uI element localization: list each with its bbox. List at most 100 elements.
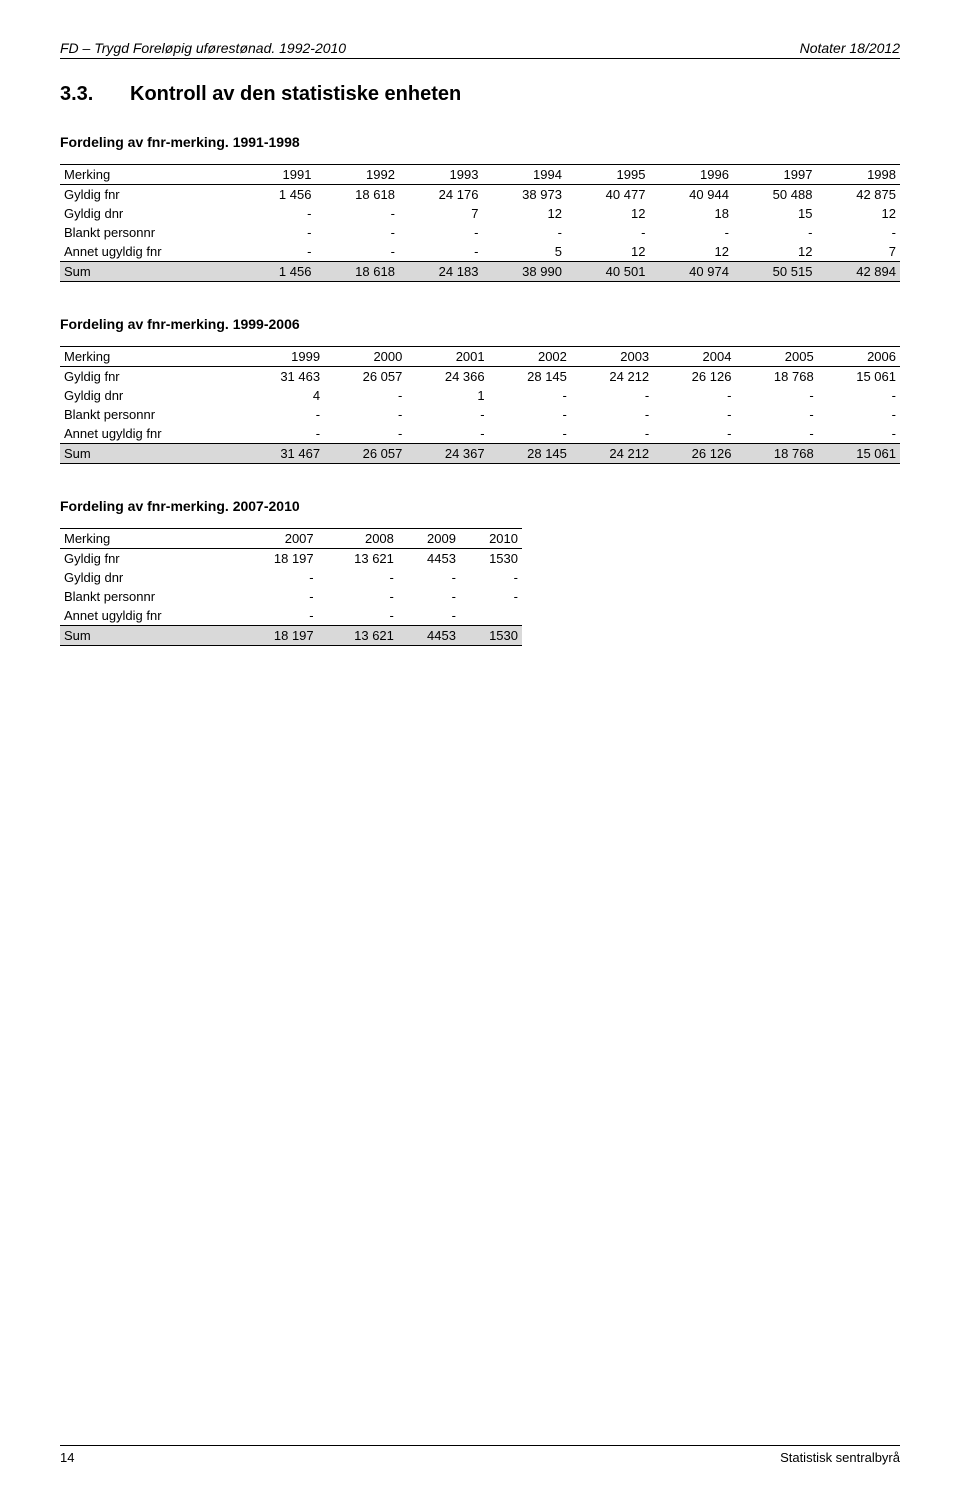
- table-cell: -: [398, 606, 460, 626]
- table-cell: 28 145: [489, 444, 571, 464]
- table-cell: -: [489, 405, 571, 424]
- table-cell: Sum: [60, 262, 245, 282]
- table-cell: -: [242, 405, 324, 424]
- table-cell: -: [460, 587, 522, 606]
- column-header: 2005: [735, 347, 817, 367]
- table-cell: -: [245, 242, 316, 262]
- table-sum-row: Sum31 46726 05724 36728 14524 21226 1261…: [60, 444, 900, 464]
- column-header: 1995: [566, 165, 650, 185]
- table-cell: -: [406, 405, 488, 424]
- table-cell: -: [566, 223, 650, 242]
- column-header: 1994: [482, 165, 566, 185]
- table-cell: -: [318, 587, 398, 606]
- table-cell: 15 061: [818, 444, 900, 464]
- table-cell: 13 621: [318, 626, 398, 646]
- table-cell: Gyldig dnr: [60, 568, 237, 587]
- table-cell: 24 176: [399, 185, 483, 205]
- table-cell: 18 618: [315, 262, 399, 282]
- table-cell: Annet ugyldig fnr: [60, 424, 242, 444]
- table-cell: -: [315, 242, 399, 262]
- column-header: 2007: [237, 529, 317, 549]
- table-row: Blankt personnr--------: [60, 223, 900, 242]
- table-cell: 40 477: [566, 185, 650, 205]
- column-header: 2002: [489, 347, 571, 367]
- footer-rule: [60, 1445, 900, 1446]
- column-header: 2008: [318, 529, 398, 549]
- table-cell: -: [818, 405, 900, 424]
- table-cell: Gyldig dnr: [60, 386, 242, 405]
- table-cell: 12: [566, 204, 650, 223]
- table-cell: Sum: [60, 626, 237, 646]
- table-cell: -: [399, 223, 483, 242]
- table-cell: 18 618: [315, 185, 399, 205]
- table-cell: 26 057: [324, 444, 406, 464]
- data-table: Merking2007200820092010Gyldig fnr18 1971…: [60, 528, 522, 646]
- table-cell: -: [653, 424, 735, 444]
- header-right: Notater 18/2012: [800, 40, 900, 56]
- column-header: 1992: [315, 165, 399, 185]
- table-cell: 12: [816, 204, 900, 223]
- table-cell: 7: [399, 204, 483, 223]
- table-cell: -: [315, 204, 399, 223]
- table-row: Gyldig dnr--71212181512: [60, 204, 900, 223]
- table-cell: Annet ugyldig fnr: [60, 606, 237, 626]
- table-cell: 18: [649, 204, 733, 223]
- table-cell: 12: [733, 242, 817, 262]
- table-cell: 7: [816, 242, 900, 262]
- table-row: Annet ugyldig fnr---: [60, 606, 522, 626]
- table-cell: -: [318, 568, 398, 587]
- header-left: FD – Trygd Foreløpig uførestønad. 1992-2…: [60, 40, 346, 56]
- table-sum-row: Sum18 19713 62144531530: [60, 626, 522, 646]
- table-cell: -: [489, 386, 571, 405]
- table-cell: -: [571, 424, 653, 444]
- column-header: 2003: [571, 347, 653, 367]
- table-cell: 42 894: [816, 262, 900, 282]
- table-cell: -: [571, 405, 653, 424]
- table-cell: -: [649, 223, 733, 242]
- table-cell: -: [237, 606, 317, 626]
- table-cell: -: [237, 568, 317, 587]
- column-header: 1996: [649, 165, 733, 185]
- table-cell: Blankt personnr: [60, 223, 245, 242]
- table-cell: -: [242, 424, 324, 444]
- table-cell: 40 944: [649, 185, 733, 205]
- section-title-text: Kontroll av den statistiske enheten: [130, 83, 461, 105]
- table-cell: 24 183: [399, 262, 483, 282]
- column-header: 1997: [733, 165, 817, 185]
- table-cell: 4453: [398, 549, 460, 569]
- footer-source: Statistisk sentralbyrå: [780, 1450, 900, 1465]
- table-cell: -: [398, 568, 460, 587]
- column-header: Merking: [60, 165, 245, 185]
- table-cell: Annet ugyldig fnr: [60, 242, 245, 262]
- column-header: 1993: [399, 165, 483, 185]
- table-cell: -: [398, 587, 460, 606]
- table-cell: -: [245, 223, 316, 242]
- table-cell: -: [735, 386, 817, 405]
- table-cell: 4453: [398, 626, 460, 646]
- data-table: Merking19911992199319941995199619971998G…: [60, 164, 900, 282]
- table-cell: Sum: [60, 444, 242, 464]
- table-cell: -: [818, 386, 900, 405]
- table-cell: -: [237, 587, 317, 606]
- table-row: Gyldig dnr4-1-----: [60, 386, 900, 405]
- column-header: 2001: [406, 347, 488, 367]
- column-header: 1991: [245, 165, 316, 185]
- column-header: Merking: [60, 529, 237, 549]
- table-row: Annet ugyldig fnr---51212127: [60, 242, 900, 262]
- table-cell: 15: [733, 204, 817, 223]
- table-cell: 15 061: [818, 367, 900, 387]
- table-row: Annet ugyldig fnr--------: [60, 424, 900, 444]
- table-cell: -: [324, 386, 406, 405]
- table-cell: -: [406, 424, 488, 444]
- table-cell: -: [482, 223, 566, 242]
- table-cell: Gyldig fnr: [60, 367, 242, 387]
- table-cell: 31 463: [242, 367, 324, 387]
- table-cell: 1 456: [245, 185, 316, 205]
- table-cell: 26 126: [653, 367, 735, 387]
- table-cell: 12: [649, 242, 733, 262]
- table-caption: Fordeling av fnr-merking. 2007-2010: [60, 498, 900, 514]
- column-header: 1999: [242, 347, 324, 367]
- table-cell: 12: [482, 204, 566, 223]
- column-header: 2006: [818, 347, 900, 367]
- table-cell: -: [571, 386, 653, 405]
